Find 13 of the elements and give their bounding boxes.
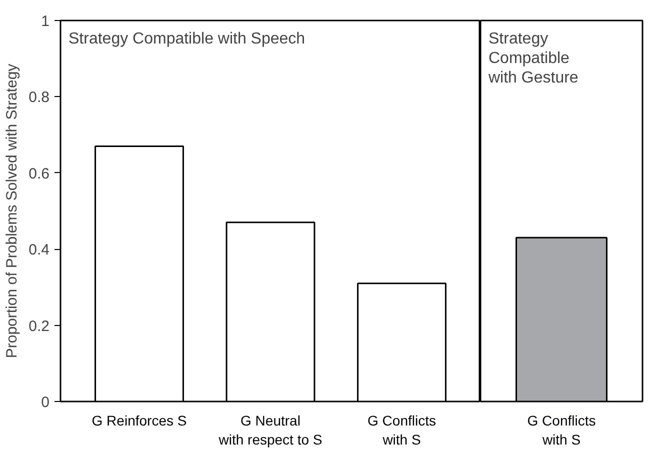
x-tick-label: G Conflicts with S: [368, 412, 436, 448]
y-tick-label: 0.6: [28, 165, 50, 182]
x-tick-label: G Conflicts with S: [527, 412, 596, 448]
y-tick-label: 0.2: [28, 318, 50, 335]
y-tick-label: 0.8: [28, 89, 50, 106]
text: Strategy Compatible with Speech: [68, 30, 306, 48]
y-tick-label: 1: [41, 13, 50, 30]
y-axis-title: Proportion of Problems Solved with Strategy: [4, 63, 21, 358]
text: Strategy Compatible with Gesture: [488, 30, 578, 87]
y-tick-label: 0.4: [28, 242, 50, 259]
x-tick-label: G Reinforces S: [92, 412, 187, 428]
y-tick-label: 0: [41, 394, 50, 411]
x-tick-label: G Neutral with respect to S: [218, 412, 322, 448]
